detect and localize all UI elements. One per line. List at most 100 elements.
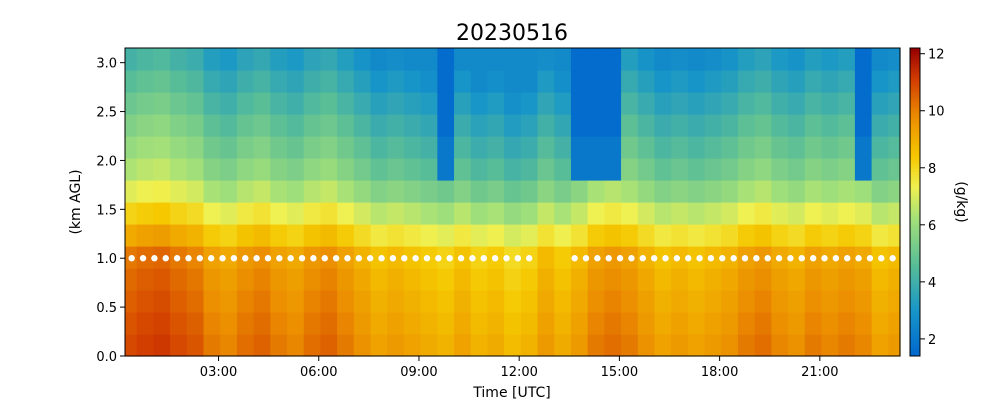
chart-title: 20230516 <box>456 21 568 46</box>
colorbar-segment <box>910 130 920 134</box>
marker-dot <box>821 255 828 262</box>
heatmap-cell <box>504 70 522 93</box>
heatmap-cell <box>203 334 221 357</box>
heatmap-cell <box>220 48 238 71</box>
heatmap-cell <box>687 312 706 335</box>
colorbar-segment <box>910 266 920 270</box>
heatmap-cell <box>337 114 355 137</box>
heatmap-cell <box>487 114 505 137</box>
heatmap-cell <box>804 114 823 137</box>
colorbar-segment <box>910 294 920 298</box>
heatmap-cell <box>704 180 722 203</box>
heatmap-cell <box>303 48 322 71</box>
heatmap-cell <box>420 136 438 159</box>
heatmap-cell <box>721 70 739 93</box>
heatmap-cell <box>403 48 422 71</box>
heatmap-cell <box>537 48 555 71</box>
heatmap-cell <box>303 70 322 93</box>
heatmap-cell <box>320 114 338 137</box>
marker-line-1km <box>128 255 896 262</box>
heatmap-cell <box>170 334 188 357</box>
colorbar-segment <box>910 186 920 190</box>
heatmap-cell <box>821 136 839 159</box>
colorbar-segment <box>910 127 920 131</box>
colorbar-segment <box>910 178 920 182</box>
heatmap-cell <box>387 70 405 93</box>
marker-dot <box>298 255 306 262</box>
heatmap-cell <box>170 312 188 335</box>
heatmap-cell <box>838 48 856 71</box>
heatmap-cell <box>537 158 555 181</box>
colorbar-segment <box>910 155 920 159</box>
heatmap-cell <box>554 70 572 93</box>
marker-dot <box>582 255 590 262</box>
heatmap-cell <box>470 114 489 137</box>
heatmap-cell <box>353 246 372 269</box>
heatmap-cell <box>337 202 355 225</box>
heatmap-cell <box>504 334 522 357</box>
heatmap-cell <box>687 92 706 115</box>
y-tick-label: 2.5 <box>96 106 117 121</box>
colorbar-segment <box>910 209 920 213</box>
colorbar-segment <box>910 207 920 211</box>
heatmap-cell <box>353 180 372 203</box>
marker-dot <box>173 255 181 262</box>
heatmap-cell <box>287 334 305 357</box>
colorbar-segment <box>910 86 920 90</box>
heatmap-cell <box>320 246 338 269</box>
heatmap-cell <box>320 136 338 159</box>
heatmap-cell <box>287 224 305 247</box>
heatmap-cell <box>570 114 589 137</box>
heatmap-cell <box>570 202 589 225</box>
heatmap-cell <box>203 114 221 137</box>
heatmap-cell <box>654 334 672 357</box>
heatmap-cell <box>888 70 901 93</box>
heatmap-cell <box>170 48 188 71</box>
heatmap-cell <box>136 158 154 181</box>
heatmap-cell <box>420 114 438 137</box>
colorbar-segment <box>910 212 920 216</box>
x-tick-label: 18:00 <box>701 365 738 380</box>
colorbar-segment <box>910 304 920 308</box>
heatmap-cell <box>871 268 889 291</box>
heatmap-cell <box>654 202 672 225</box>
heatmap-cell <box>287 180 305 203</box>
colorbar-segment <box>910 309 920 313</box>
heatmap-cell <box>721 312 739 335</box>
marker-dot <box>878 255 885 262</box>
heatmap-cell <box>437 202 455 225</box>
colorbar-segment <box>910 184 920 188</box>
heatmap-cell <box>637 136 656 159</box>
heatmap-cell <box>320 92 338 115</box>
heatmap-cell <box>854 92 873 115</box>
heatmap-cell <box>737 268 756 291</box>
heatmap-cell <box>687 268 706 291</box>
heatmap-cell <box>236 114 255 137</box>
heatmap-cell <box>570 158 589 181</box>
colorbar-segment <box>910 340 920 344</box>
heatmap-cell <box>125 334 138 357</box>
heatmap-cell <box>704 290 722 313</box>
heatmap-cell <box>754 180 772 203</box>
colorbar-segment <box>910 302 920 306</box>
heatmap-cell <box>153 136 171 159</box>
colorbar-segment <box>910 117 920 121</box>
heatmap-cell <box>203 48 221 71</box>
heatmap-cell <box>125 70 138 93</box>
marker-dot <box>650 255 658 262</box>
heatmap-cell <box>370 70 388 93</box>
heatmap-cell <box>186 136 205 159</box>
heatmap-cell <box>554 136 572 159</box>
heatmap-cell <box>871 224 889 247</box>
heatmap-cell <box>771 70 789 93</box>
heatmap-cell <box>387 312 405 335</box>
heatmap-cell <box>253 180 271 203</box>
marker-dot <box>276 255 283 262</box>
heatmap-cell <box>871 114 889 137</box>
heatmap-cell <box>604 92 622 115</box>
heatmap-cell <box>854 246 873 269</box>
heatmap-cell <box>537 224 555 247</box>
heatmap-cell <box>253 70 271 93</box>
heatmap-cell <box>821 268 839 291</box>
heatmap-cell <box>370 114 388 137</box>
